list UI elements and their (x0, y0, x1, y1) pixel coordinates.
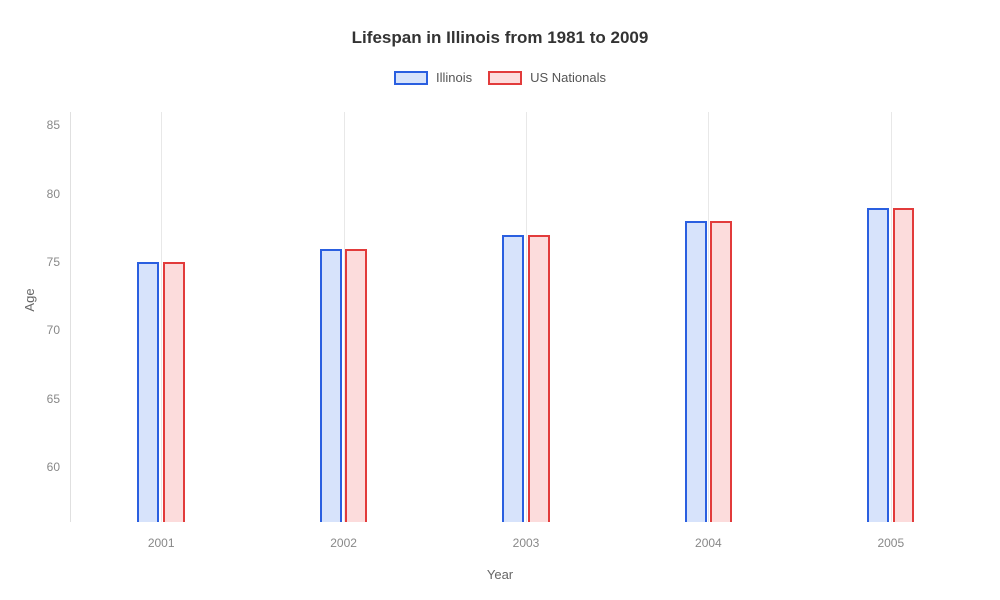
y-tick-label: 85 (47, 118, 60, 132)
legend-swatch-illinois (394, 71, 428, 85)
x-tick-label: 2002 (330, 536, 357, 550)
bar-us-nationals (528, 235, 550, 522)
legend-item-us-nationals: US Nationals (488, 70, 606, 85)
legend-swatch-us-nationals (488, 71, 522, 85)
chart-container: Lifespan in Illinois from 1981 to 2009 I… (0, 0, 1000, 600)
y-tick-label: 60 (47, 460, 60, 474)
x-tick-label: 2004 (695, 536, 722, 550)
bar-illinois (867, 208, 889, 522)
bar-us-nationals (163, 262, 185, 522)
bar-us-nationals (893, 208, 915, 522)
y-axis-line (70, 112, 71, 522)
legend-label-illinois: Illinois (436, 70, 472, 85)
y-tick-label: 75 (47, 255, 60, 269)
legend-label-us-nationals: US Nationals (530, 70, 606, 85)
y-axis-label: Age (22, 288, 37, 311)
legend: Illinois US Nationals (0, 70, 1000, 85)
bar-illinois (137, 262, 159, 522)
y-tick-label: 80 (47, 187, 60, 201)
bar-illinois (502, 235, 524, 522)
y-tick-label: 65 (47, 392, 60, 406)
x-axis-label: Year (487, 567, 513, 582)
bar-illinois (320, 249, 342, 522)
x-tick-label: 2003 (513, 536, 540, 550)
bar-illinois (685, 221, 707, 522)
x-tick-label: 2005 (877, 536, 904, 550)
chart-title: Lifespan in Illinois from 1981 to 2009 (0, 28, 1000, 48)
bar-us-nationals (345, 249, 367, 522)
plot-area: 60657075808520012002200320042005 (70, 112, 982, 522)
y-tick-label: 70 (47, 323, 60, 337)
bar-us-nationals (710, 221, 732, 522)
x-tick-label: 2001 (148, 536, 175, 550)
legend-item-illinois: Illinois (394, 70, 472, 85)
